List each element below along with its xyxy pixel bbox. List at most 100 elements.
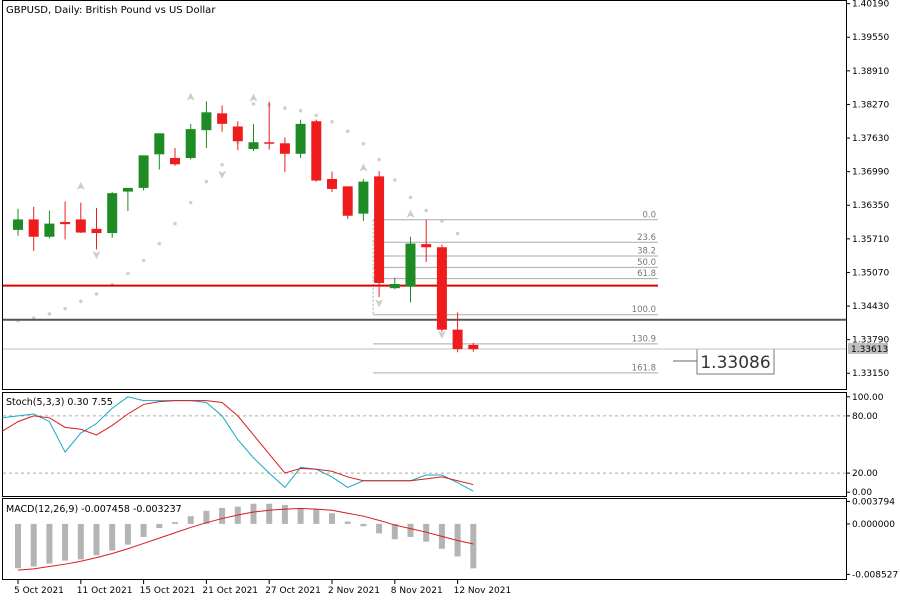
stoch-tick-label: 0.00 bbox=[852, 488, 872, 498]
price-tick-label: 1.34430 bbox=[852, 302, 889, 312]
sar-dot bbox=[188, 200, 193, 205]
sar-dot bbox=[424, 208, 429, 213]
sar-dot bbox=[157, 241, 162, 246]
bear-candle bbox=[436, 247, 447, 330]
macd-tick-label: -0.008527 bbox=[852, 570, 898, 580]
fractal-up-icon bbox=[76, 181, 85, 190]
bull-candle bbox=[107, 193, 118, 234]
bull-candle bbox=[122, 187, 133, 192]
price-tick-label: 1.39550 bbox=[852, 33, 889, 43]
macd-bar bbox=[15, 523, 21, 569]
bull-candle bbox=[201, 112, 212, 131]
bull-candle bbox=[154, 133, 165, 155]
macd-tick-label: 0.003794 bbox=[852, 497, 895, 507]
fib-level-label: 100.0 bbox=[632, 305, 656, 315]
sar-dot bbox=[408, 195, 413, 200]
sar-dot bbox=[141, 258, 146, 263]
time-tick-label: 5 Oct 2021 bbox=[14, 586, 64, 596]
sar-dot bbox=[393, 178, 397, 182]
macd-bar bbox=[297, 507, 304, 524]
price-tick-label: 1.36990 bbox=[852, 168, 889, 178]
price-tick-label: 1.35710 bbox=[852, 235, 889, 245]
sar-dot bbox=[455, 231, 460, 236]
bull-candle bbox=[389, 283, 400, 289]
macd-tick-label: 0.000000 bbox=[852, 520, 895, 530]
macd-bar bbox=[124, 523, 131, 545]
sar-dot bbox=[283, 106, 287, 110]
macd-bar bbox=[360, 523, 367, 527]
sar-dot bbox=[361, 142, 366, 146]
bear-candle bbox=[421, 244, 432, 248]
macd-bar bbox=[203, 510, 210, 524]
fractal-up-icon bbox=[359, 163, 368, 172]
stoch-tick-label: 20.00 bbox=[852, 469, 878, 479]
macd-bar bbox=[109, 523, 116, 551]
macd-bar bbox=[407, 523, 414, 537]
macd-bar bbox=[250, 503, 257, 524]
bull-candle bbox=[248, 142, 259, 150]
macd-bar bbox=[423, 523, 430, 542]
fractal-up-icon bbox=[186, 92, 195, 101]
bear-candle bbox=[327, 178, 337, 189]
sar-dot bbox=[330, 119, 334, 124]
macd-bar bbox=[281, 504, 288, 524]
sar-dot bbox=[47, 312, 52, 316]
fib-level-label: 161.8 bbox=[632, 363, 656, 373]
price-tick-label: 1.40190 bbox=[852, 0, 889, 10]
bear-candle bbox=[232, 126, 243, 142]
price-tick-label: 1.35070 bbox=[852, 268, 889, 278]
axis-layer: 1.40190 1.39550 1.38910 1.38270 1.37630 1.369… bbox=[14, 0, 898, 596]
macd-bar bbox=[30, 523, 37, 567]
bear-candle bbox=[311, 121, 322, 181]
time-tick-label: 8 Nov 2021 bbox=[391, 586, 443, 596]
bear-candle bbox=[75, 219, 86, 233]
macd-bar bbox=[470, 523, 477, 569]
chart-title: GBPUSD, Daily: British Pound vs US Dolla… bbox=[6, 5, 216, 16]
stoch-label: Stoch(5,3,3) 0.30 7.55 bbox=[6, 397, 113, 408]
time-tick-label: 21 Oct 2021 bbox=[202, 586, 258, 596]
sar-dot bbox=[314, 113, 319, 118]
bear-candle bbox=[60, 222, 71, 225]
sar-dot bbox=[377, 157, 381, 162]
macd-bar bbox=[62, 523, 69, 561]
bear-candle bbox=[170, 157, 180, 165]
bull-candle bbox=[138, 155, 149, 188]
bull-candle bbox=[185, 129, 196, 158]
sar-dot bbox=[298, 108, 303, 113]
sar-dot bbox=[63, 306, 67, 311]
bear-candle bbox=[91, 228, 102, 234]
macd-layer bbox=[15, 503, 477, 571]
macd-bar bbox=[77, 523, 84, 560]
time-tick-label: 2 Nov 2021 bbox=[328, 586, 380, 596]
price-box-label: 1.33086 bbox=[700, 353, 770, 373]
main-pane-frame bbox=[2, 0, 847, 390]
bear-candle bbox=[28, 219, 39, 237]
price-tick-label: 1.38270 bbox=[852, 100, 889, 110]
sar-dot bbox=[94, 292, 99, 296]
bear-candle bbox=[342, 186, 353, 216]
fractal-down-icon bbox=[375, 299, 384, 308]
fractal-down-icon bbox=[218, 170, 227, 179]
stoch-layer bbox=[2, 396, 846, 492]
sar-dot bbox=[173, 221, 177, 226]
current-price-label: 1.33613 bbox=[851, 345, 888, 355]
macd-bar bbox=[156, 523, 163, 529]
fib-level-label: 23.6 bbox=[637, 233, 656, 243]
fib-level-label: 50.0 bbox=[637, 258, 656, 268]
macd-bar bbox=[266, 503, 273, 524]
fib-level-label: 38.2 bbox=[637, 247, 656, 257]
sar-dot bbox=[345, 129, 350, 134]
stoch-main-line bbox=[2, 396, 474, 492]
bull-candle bbox=[44, 223, 55, 237]
bull-candle bbox=[405, 243, 416, 287]
bear-candle bbox=[374, 176, 385, 283]
macd-bar bbox=[219, 507, 226, 524]
time-tick-label: 12 Nov 2021 bbox=[454, 586, 512, 596]
bear-candle bbox=[217, 113, 228, 124]
fractal-down-icon bbox=[437, 330, 446, 339]
bear-candle bbox=[264, 142, 275, 144]
candle-layer: 0.0 23.6 38.250.061.8 100.0 130.9 161.8 bbox=[3, 92, 846, 374]
macd-bar bbox=[172, 522, 178, 524]
